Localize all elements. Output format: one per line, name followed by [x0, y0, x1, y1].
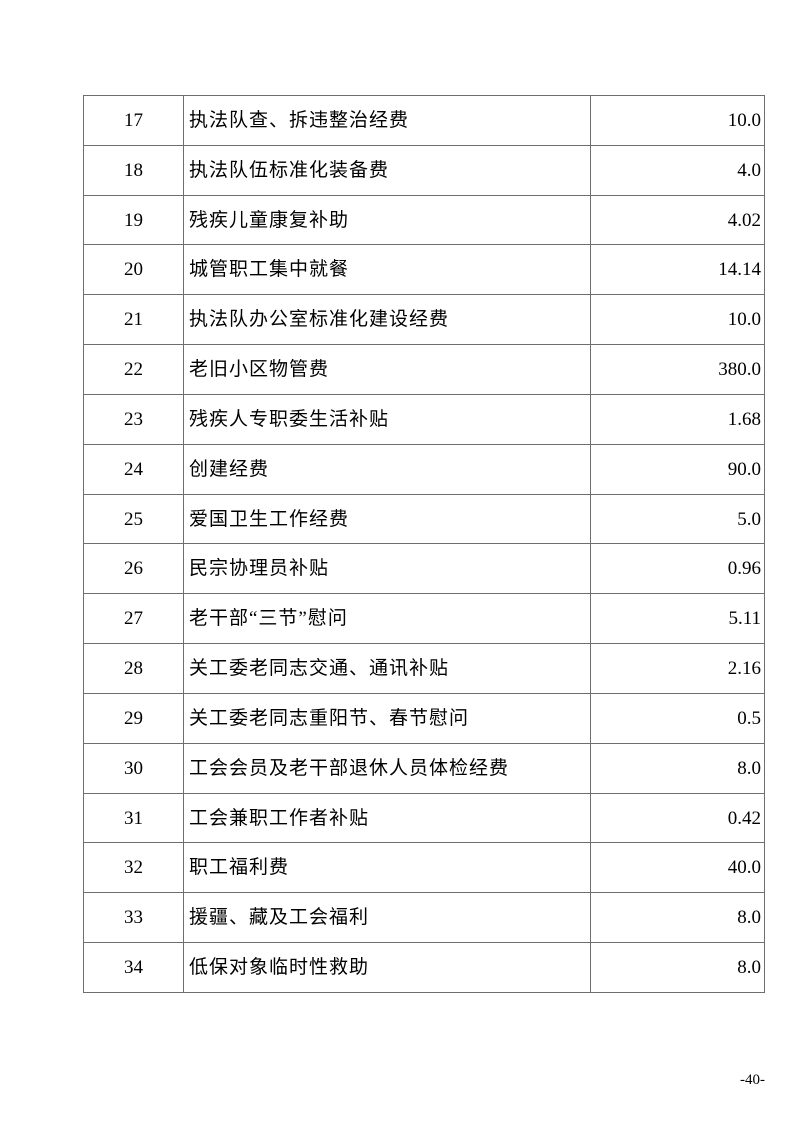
row-index: 34: [83, 942, 184, 993]
row-index: 24: [83, 443, 184, 495]
row-amount: 2.16: [590, 643, 765, 694]
row-item: 低保对象临时性救助: [183, 942, 591, 993]
row-amount: 8.0: [590, 742, 765, 794]
row-item: 城管职工集中就餐: [183, 244, 591, 296]
table-row: 18 执法队伍标准化装备费 4.0: [83, 144, 765, 196]
row-index: 25: [83, 493, 184, 545]
row-item: 关工委老同志重阳节、春节慰问: [183, 692, 591, 744]
row-index: 31: [83, 792, 184, 844]
row-amount: 0.42: [590, 792, 765, 844]
table-row: 31 工会兼职工作者补贴 0.42: [83, 792, 765, 844]
row-item: 关工委老同志交通、通讯补贴: [183, 643, 591, 694]
row-index: 22: [83, 344, 184, 395]
row-item: 执法队查、拆违整治经费: [183, 95, 591, 146]
row-index: 26: [83, 543, 184, 595]
row-amount: 4.02: [590, 194, 765, 246]
row-amount: 10.0: [590, 294, 765, 346]
table-row: 22 老旧小区物管费 380.0: [83, 344, 765, 395]
row-item: 爱国卫生工作经费: [183, 493, 591, 545]
row-amount: 8.0: [590, 942, 765, 993]
table-row: 25 爱国卫生工作经费 5.0: [83, 493, 765, 545]
row-item: 民宗协理员补贴: [183, 543, 591, 595]
row-index: 17: [83, 95, 184, 146]
table-row: 21 执法队办公室标准化建设经费 10.0: [83, 294, 765, 346]
row-amount: 1.68: [590, 393, 765, 445]
table-row: 27 老干部“三节”慰问 5.11: [83, 593, 765, 645]
budget-table: 17 执法队查、拆违整治经费 10.0 18 执法队伍标准化装备费 4.0 19 残疾儿童康复…: [83, 95, 765, 993]
row-index: 18: [83, 144, 184, 196]
page-footer: -40-: [0, 1072, 765, 1089]
table-row: 24 创建经费 90.0: [83, 443, 765, 495]
table-row: 32 职工福利费 40.0: [83, 842, 765, 894]
row-amount: 8.0: [590, 892, 765, 944]
table-row: 19 残疾儿童康复补助 4.02: [83, 194, 765, 246]
row-item: 老干部“三节”慰问: [183, 593, 591, 645]
row-item: 创建经费: [183, 443, 591, 495]
budget-table-body: 17 执法队查、拆违整治经费 10.0 18 执法队伍标准化装备费 4.0 19 残疾儿童康复…: [83, 95, 765, 993]
table-row: 20 城管职工集中就餐 14.14: [83, 244, 765, 296]
row-item: 残疾人专职委生活补贴: [183, 393, 591, 445]
row-item: 职工福利费: [183, 842, 591, 894]
row-index: 30: [83, 742, 184, 794]
row-item: 残疾儿童康复补助: [183, 194, 591, 246]
table-row: 28 关工委老同志交通、通讯补贴 2.16: [83, 643, 765, 694]
row-amount: 10.0: [590, 95, 765, 146]
row-item: 援疆、藏及工会福利: [183, 892, 591, 944]
row-amount: 5.0: [590, 493, 765, 545]
page-number: -40-: [740, 1072, 765, 1088]
table-row: 33 援疆、藏及工会福利 8.0: [83, 892, 765, 944]
row-amount: 380.0: [590, 344, 765, 395]
row-amount: 90.0: [590, 443, 765, 495]
row-item: 执法队办公室标准化建设经费: [183, 294, 591, 346]
row-index: 27: [83, 593, 184, 645]
row-index: 29: [83, 692, 184, 744]
row-index: 19: [83, 194, 184, 246]
row-item: 工会兼职工作者补贴: [183, 792, 591, 844]
table-row: 30 工会会员及老干部退休人员体检经费 8.0: [83, 742, 765, 794]
table-row: 23 残疾人专职委生活补贴 1.68: [83, 393, 765, 445]
row-index: 28: [83, 643, 184, 694]
row-index: 20: [83, 244, 184, 296]
row-amount: 5.11: [590, 593, 765, 645]
row-index: 23: [83, 393, 184, 445]
table-row: 17 执法队查、拆违整治经费 10.0: [83, 95, 765, 146]
row-index: 32: [83, 842, 184, 894]
table-row: 29 关工委老同志重阳节、春节慰问 0.5: [83, 692, 765, 744]
row-amount: 14.14: [590, 244, 765, 296]
table-row: 34 低保对象临时性救助 8.0: [83, 942, 765, 993]
row-amount: 0.5: [590, 692, 765, 744]
row-index: 21: [83, 294, 184, 346]
table-row: 26 民宗协理员补贴 0.96: [83, 543, 765, 595]
row-amount: 0.96: [590, 543, 765, 595]
row-amount: 40.0: [590, 842, 765, 894]
row-item: 老旧小区物管费: [183, 344, 591, 395]
row-index: 33: [83, 892, 184, 944]
row-item: 工会会员及老干部退休人员体检经费: [183, 742, 591, 794]
row-amount: 4.0: [590, 144, 765, 196]
row-item: 执法队伍标准化装备费: [183, 144, 591, 196]
